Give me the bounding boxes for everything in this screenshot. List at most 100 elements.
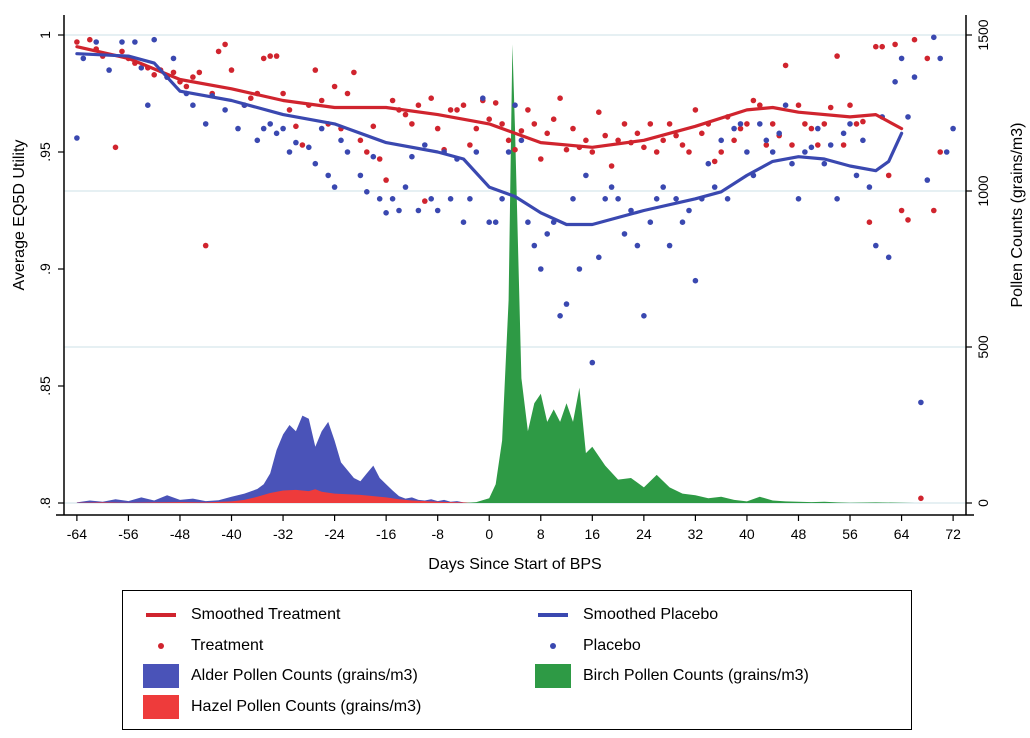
treatment-point <box>911 36 918 43</box>
placebo-point <box>434 207 441 214</box>
x-tick-label: 32 <box>688 526 704 542</box>
placebo-point <box>318 125 325 132</box>
treatment-point <box>898 207 905 214</box>
placebo-point <box>235 125 241 132</box>
treatment-point <box>331 83 338 90</box>
placebo-point <box>415 207 422 214</box>
treatment-point <box>74 39 80 45</box>
placebo-point <box>93 39 99 45</box>
x-tick-label: 40 <box>739 526 755 542</box>
placebo-point <box>119 39 125 45</box>
treatment-point <box>596 109 602 115</box>
placebo-point <box>583 172 589 179</box>
placebo-point <box>911 74 918 80</box>
treatment-point <box>892 41 898 48</box>
legend-swatch-smoothed-placebo <box>538 613 568 617</box>
y-axis-title: Average EQ5D Utility <box>11 140 28 291</box>
x-tick-label: -8 <box>431 526 444 542</box>
treatment-point <box>737 125 744 132</box>
placebo-point <box>473 149 480 155</box>
area-alder <box>76 415 490 503</box>
placebo-point <box>151 36 157 43</box>
placebo-point <box>376 196 383 202</box>
legend-item-placebo: Placebo <box>535 634 641 658</box>
placebo-point <box>422 142 428 148</box>
treatment-point <box>834 53 840 59</box>
treatment-point <box>769 121 776 127</box>
legend-item-birch: Birch Pollen Counts (grains/m3) <box>535 664 809 688</box>
area-birch <box>463 44 915 504</box>
placebo-point <box>74 135 80 141</box>
y2-tick-label: 0 <box>975 499 991 507</box>
y-tick-label: .85 <box>37 376 53 396</box>
placebo-point <box>673 196 679 202</box>
placebo-point <box>769 149 776 155</box>
treatment-point <box>615 137 621 144</box>
placebo-point <box>396 207 402 214</box>
placebo-point <box>190 102 196 108</box>
placebo-point <box>641 313 647 319</box>
x-tick-label: -56 <box>118 526 138 542</box>
x-tick-label: 64 <box>894 526 910 542</box>
treatment-point <box>518 128 525 134</box>
treatment-point <box>789 142 795 148</box>
y2-axis-title: Pollen Counts (grains/m3) <box>1009 123 1026 308</box>
y-tick-label: .9 <box>37 263 53 275</box>
placebo-point <box>737 121 744 127</box>
treatment-point <box>357 137 364 144</box>
placebo-point <box>621 231 628 237</box>
placebo-point <box>789 160 795 167</box>
smoothed-placebo-line <box>75 52 904 227</box>
placebo-point <box>460 219 467 225</box>
placebo-point <box>138 65 145 71</box>
legend-label: Treatment <box>191 637 264 654</box>
placebo-point <box>512 102 518 108</box>
treatment-point <box>563 146 570 153</box>
placebo-point <box>892 79 898 85</box>
treatment-point <box>190 74 196 80</box>
legend-item-smoothed-placebo: Smoothed Placebo <box>535 603 718 627</box>
placebo-point <box>518 137 525 144</box>
treatment-point <box>583 137 589 144</box>
legend-label: Birch Pollen Counts (grains/m3) <box>583 667 809 684</box>
treatment-point <box>937 149 943 155</box>
x-tick-label: 72 <box>945 526 961 542</box>
placebo-point <box>815 125 821 132</box>
treatment-point <box>364 149 370 155</box>
placebo-point <box>402 184 409 190</box>
treatment-point <box>260 55 267 62</box>
treatment-point <box>409 121 415 127</box>
x-tick-label: 8 <box>537 526 545 542</box>
placebo-point <box>331 184 338 190</box>
placebo-point <box>531 242 538 249</box>
placebo-point <box>267 121 274 127</box>
placebo-point <box>486 219 493 225</box>
x-tick-label: -16 <box>376 526 396 542</box>
treatment-point <box>602 132 608 139</box>
pollen-areas <box>76 44 915 504</box>
placebo-point <box>312 160 319 167</box>
treatment-point <box>608 163 615 169</box>
placebo-point <box>950 125 956 132</box>
treatment-point <box>492 100 499 106</box>
placebo-point <box>273 130 280 137</box>
placebo-point <box>608 184 615 190</box>
placebo-point <box>293 139 299 146</box>
placebo-point <box>647 219 654 225</box>
y-tick-label: .95 <box>37 142 53 162</box>
legend-label: Smoothed Treatment <box>191 606 341 623</box>
y2-tick-label: 500 <box>975 335 991 359</box>
placebo-point <box>724 196 731 202</box>
placebo-point <box>905 114 911 120</box>
x-tick-label: 16 <box>585 526 601 542</box>
treatment-point <box>222 41 228 48</box>
placebo-point <box>776 130 782 137</box>
legend-label: Alder Pollen Counts (grains/m3) <box>191 667 418 684</box>
placebo-point <box>731 125 737 132</box>
placebo-point <box>409 153 415 160</box>
treatment-point <box>763 142 770 148</box>
placebo-point <box>686 207 692 214</box>
treatment-point <box>215 48 222 55</box>
treatment-point <box>87 36 93 43</box>
treatment-point <box>370 123 377 130</box>
